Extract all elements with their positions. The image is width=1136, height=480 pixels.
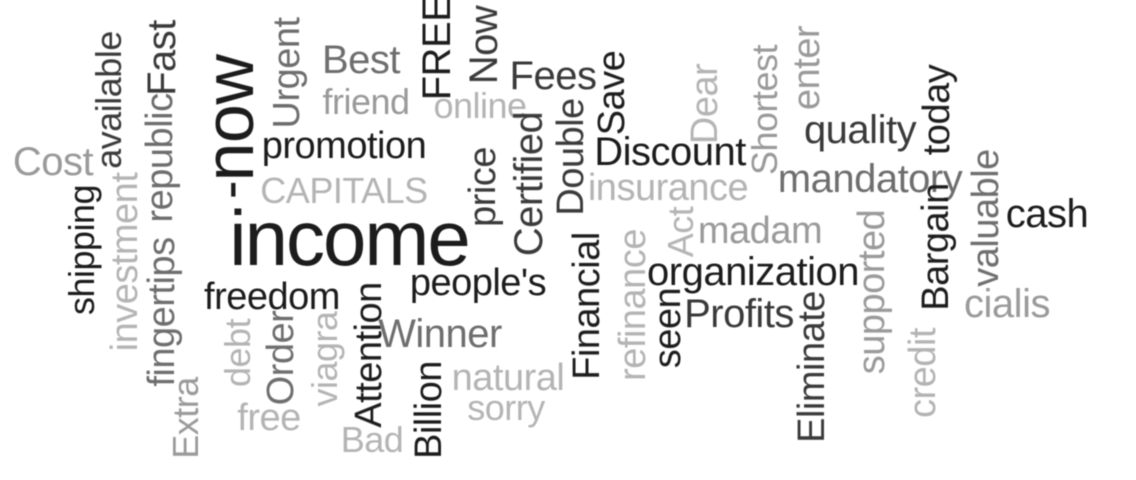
word-income: income xyxy=(229,194,470,282)
word-promotion: promotion xyxy=(261,125,427,167)
word-seen: seen xyxy=(647,287,689,369)
word-natural: natural xyxy=(451,357,565,399)
word-peoples: people's xyxy=(409,262,547,304)
word-order: Order xyxy=(260,310,302,406)
word-price: price xyxy=(462,147,504,227)
word-shipping: shipping xyxy=(61,184,102,316)
word-extra: Extra xyxy=(165,377,206,459)
word-quality: quality xyxy=(803,108,917,152)
word-urgent: Urgent xyxy=(266,17,308,129)
word-cash: cash xyxy=(1005,192,1089,236)
word-shortest: Shortest xyxy=(744,44,785,176)
word-double: Double xyxy=(550,98,592,216)
word-profits: Profits xyxy=(684,292,794,336)
word-fast: Fast xyxy=(140,20,184,96)
word-sorry: sorry xyxy=(467,387,545,428)
word-online: online xyxy=(433,85,527,126)
word-credit: credit xyxy=(902,328,944,418)
word-eliminate: Eliminate xyxy=(791,291,833,443)
word-enter: enter xyxy=(786,25,828,111)
word-now-cap: Now xyxy=(462,5,506,85)
word-viagra: viagra xyxy=(304,311,345,407)
word-bad: Bad xyxy=(340,419,404,460)
word-insurance: insurance xyxy=(587,167,749,209)
word-discount: Discount xyxy=(594,130,746,174)
word-save: Save xyxy=(591,50,633,136)
word-mandatory: mandatory xyxy=(777,157,963,201)
word-best: Best xyxy=(321,38,401,82)
word-available: available xyxy=(88,31,129,169)
word-financial: Financial xyxy=(566,232,608,380)
word-debt: debt xyxy=(217,318,258,388)
word-friend: friend xyxy=(322,81,410,122)
word-fingertips: fingertips xyxy=(141,237,183,387)
word-madam: madam xyxy=(697,210,823,252)
word-winner: Winner xyxy=(378,312,502,356)
word-bargain: Bargain xyxy=(915,183,957,311)
word-cialis: cialis xyxy=(964,282,1050,326)
word-billion: Billion xyxy=(408,361,450,459)
word-freedom: freedom xyxy=(204,276,340,318)
word-capitals: CAPITALS xyxy=(260,170,428,211)
word-republic: republic xyxy=(139,93,181,223)
word-certified: Certified xyxy=(507,111,551,257)
word-organization: organization xyxy=(647,250,859,294)
word-valuable: valuable xyxy=(965,149,1007,287)
word-fees: Fees xyxy=(509,54,597,98)
word-today: today xyxy=(916,64,958,156)
word-cost: Cost xyxy=(12,140,94,184)
word-free: free xyxy=(237,397,301,439)
word-supported: supported xyxy=(851,209,893,375)
word-now: now xyxy=(190,54,268,182)
